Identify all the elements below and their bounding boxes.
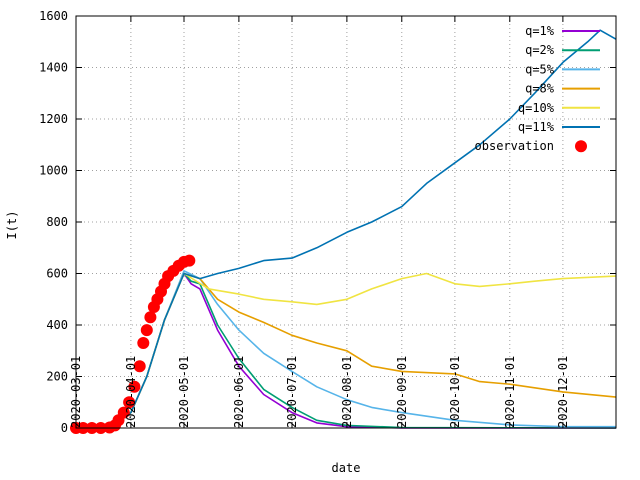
- observation-point: [137, 337, 150, 349]
- y-tick-label: 600: [46, 267, 68, 281]
- y-tick-label: 800: [46, 215, 68, 229]
- x-tick-label: 2020-07-01: [285, 356, 299, 428]
- observation-point: [133, 360, 146, 373]
- y-tick-label: 1000: [39, 164, 68, 178]
- x-tick-label: 2020-10-01: [448, 356, 462, 428]
- legend-label: q=5%: [525, 62, 555, 76]
- x-tick-label: 2020-12-01: [556, 356, 570, 428]
- observation-point: [123, 396, 136, 409]
- x-tick-label: 2020-03-01: [69, 356, 83, 428]
- y-tick-label: 1200: [39, 112, 68, 126]
- x-axis-title: date: [332, 461, 361, 475]
- series-group: [76, 29, 617, 429]
- series-line-6: [76, 29, 617, 429]
- legend: q=1% q=2% q=5% q=8% q=10% q=11% observation: [475, 24, 600, 153]
- observation-point: [144, 311, 157, 324]
- legend-label: observation: [475, 139, 554, 153]
- legend-label: q=11%: [518, 120, 555, 134]
- x-tick-label: 2020-06-01: [232, 356, 246, 428]
- observation-point: [117, 406, 130, 419]
- x-tick-label: 2020-11-01: [503, 356, 517, 428]
- y-tick-label: 400: [46, 318, 68, 332]
- y-tick-label: 200: [46, 370, 68, 384]
- observation-point: [128, 380, 141, 393]
- x-ticks: 2020-03-01 2020-04-01 2020-05-01 2020-06-01…: [69, 16, 570, 428]
- x-tick-label: 2020-09-01: [395, 356, 409, 428]
- y-tick-label: 0: [61, 421, 68, 435]
- legend-label: q=2%: [525, 43, 555, 57]
- legend-label: q=10%: [518, 101, 555, 115]
- x-tick-label: 2020-05-01: [177, 356, 191, 428]
- y-axis-title: I(t): [5, 211, 19, 240]
- legend-marker: [575, 140, 587, 153]
- y-ticks: 0 200 400 600 800 1000 1200 1400 1600: [39, 9, 616, 435]
- legend-label: q=1%: [525, 24, 555, 38]
- y-tick-label: 1400: [39, 61, 68, 75]
- y-tick-label: 1600: [39, 9, 68, 23]
- legend-label: q=8%: [525, 82, 555, 96]
- observation-point: [183, 254, 196, 267]
- observation-point: [140, 324, 153, 337]
- x-tick-label: 2020-08-01: [340, 356, 354, 428]
- x-tick-label: 2020-04-01: [124, 356, 138, 428]
- grid: [76, 16, 616, 428]
